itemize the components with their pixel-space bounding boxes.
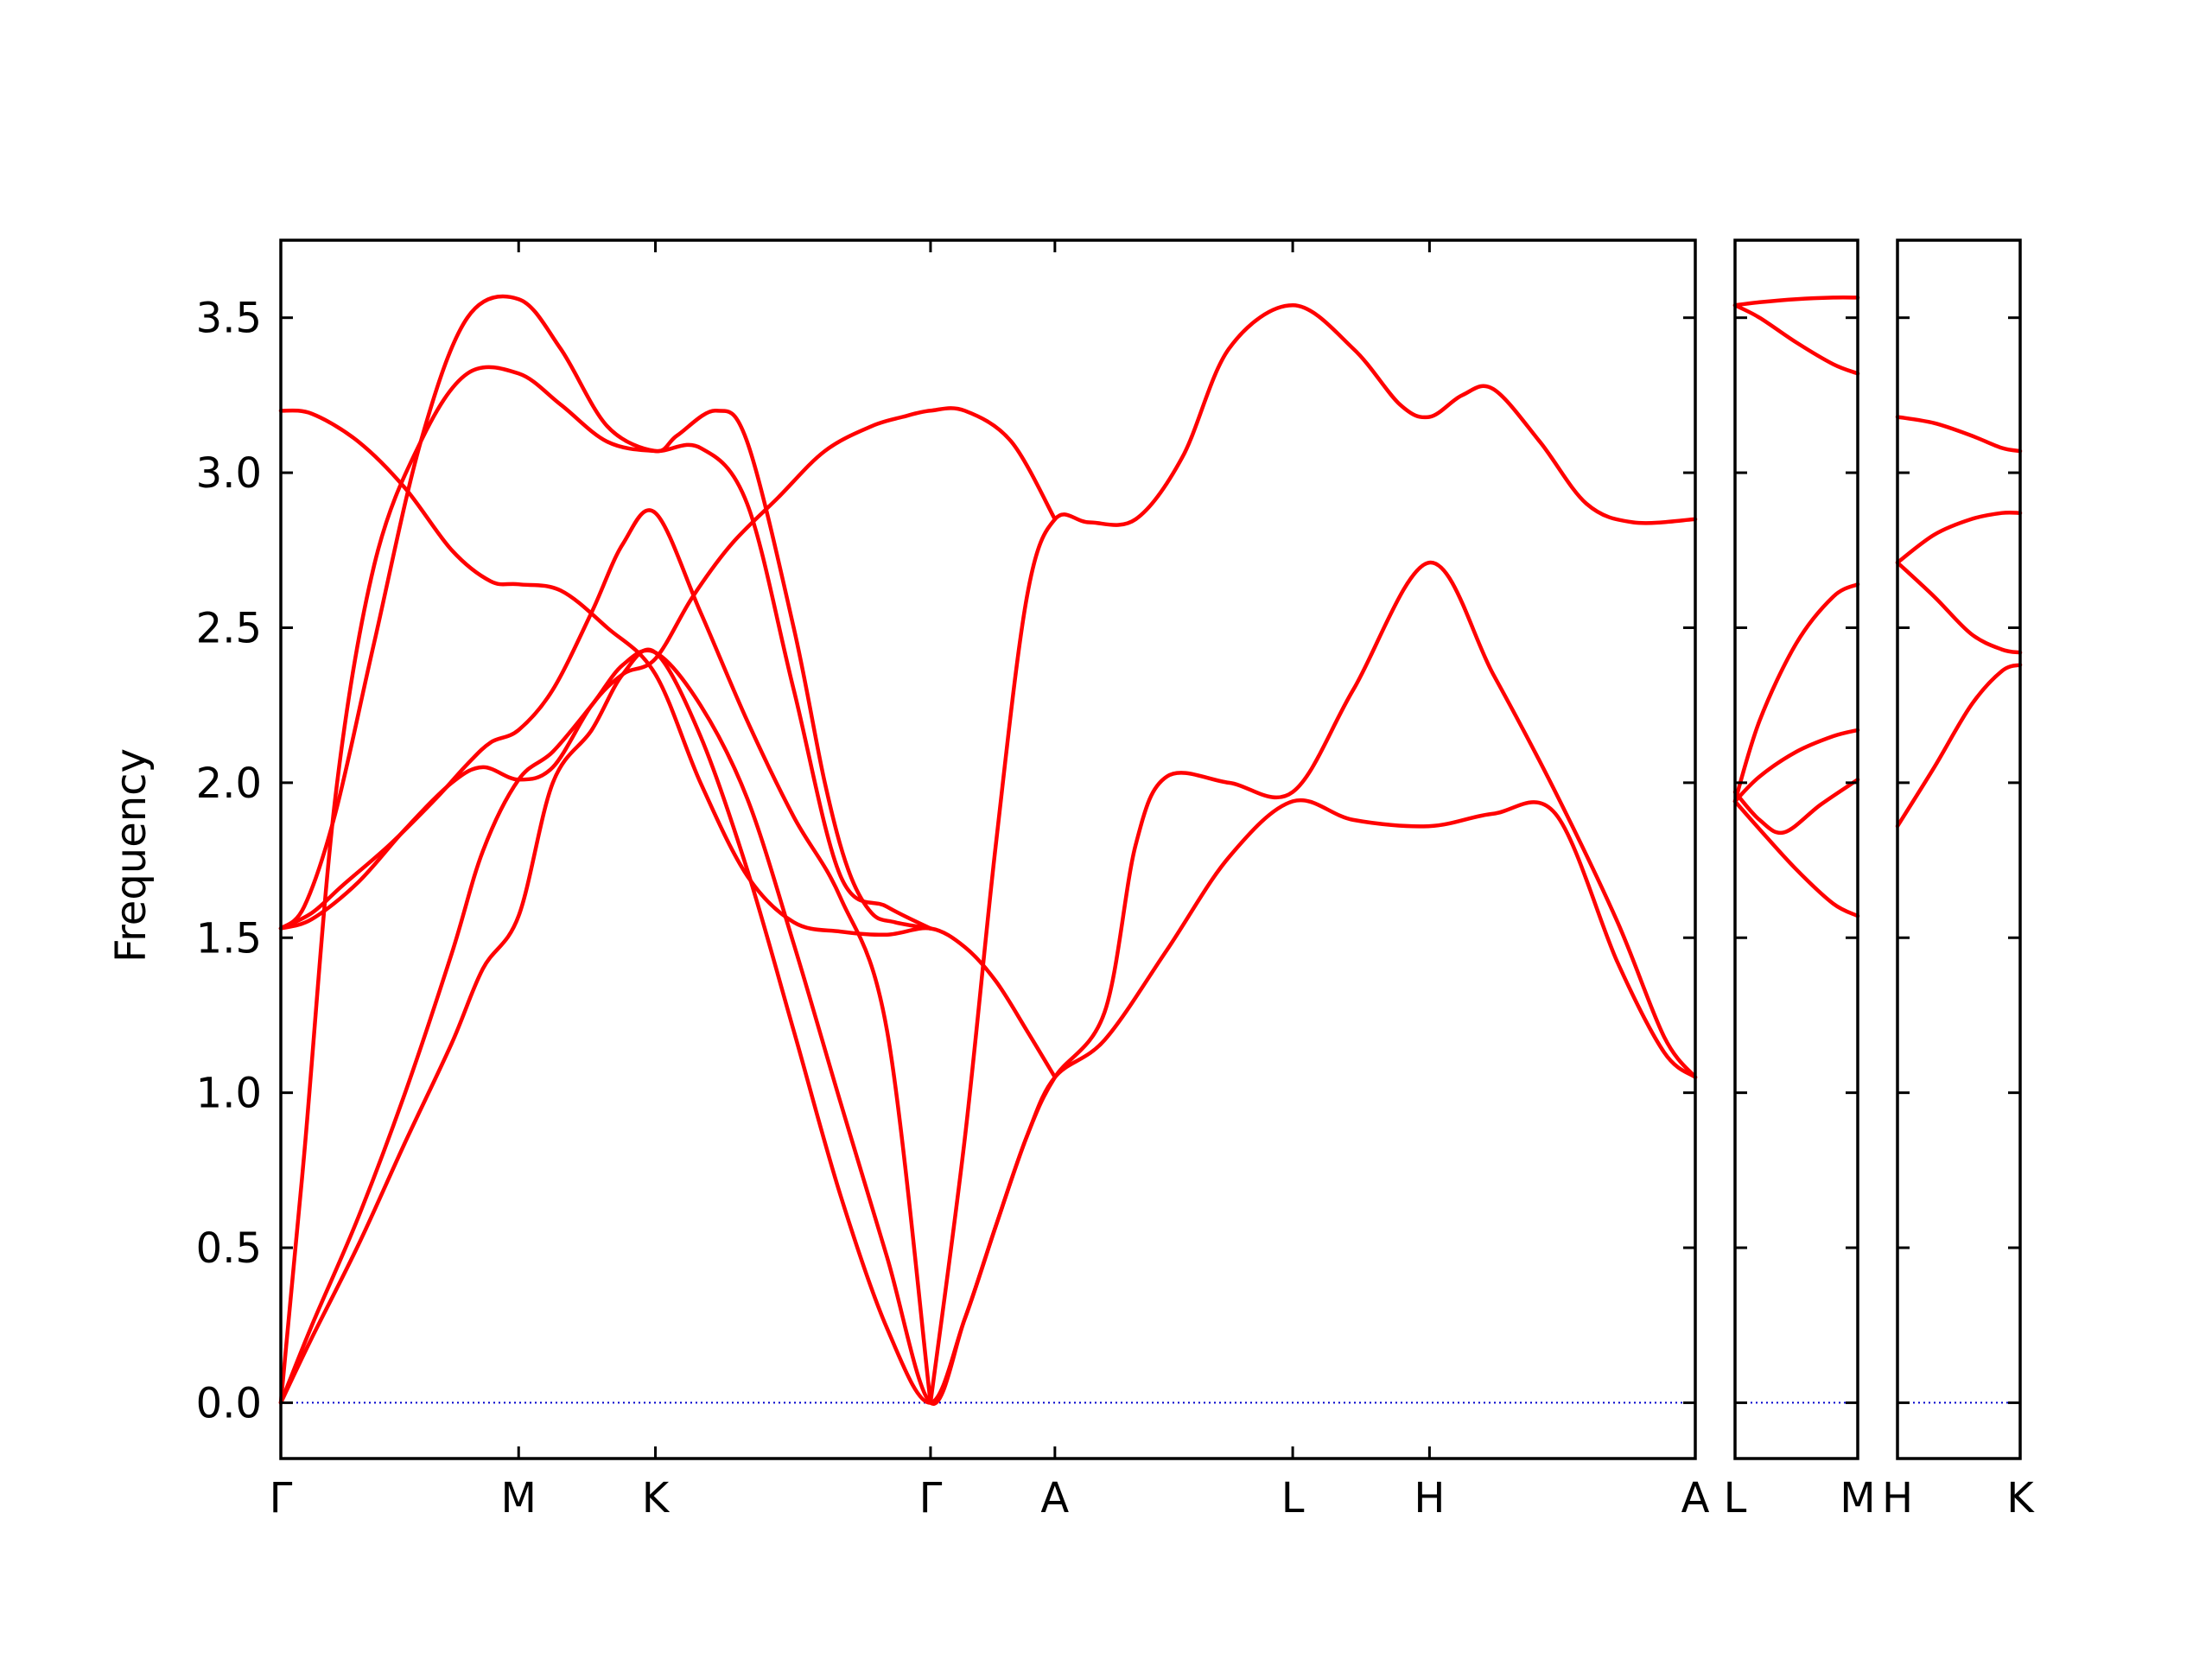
band-series-3 [278,508,933,1405]
y-tick-label: 2.0 [196,760,262,808]
y-axis-label: Frequency [107,748,156,963]
band-series-4 [1895,663,2023,829]
x-tick-label: K [2006,1474,2035,1522]
band-series-3 [1895,560,2023,655]
band-series-1 [278,647,1698,1405]
band-series-7 [278,408,1058,1079]
x-tick-label: M [1840,1474,1875,1522]
band-series-1 [1895,415,2023,454]
band-series-2 [278,560,1698,1406]
x-tick-label: A [1681,1474,1710,1522]
panel-frame [1733,238,1859,1460]
x-tick-label: Γ [270,1474,293,1522]
panel-frame [279,238,1697,1460]
band-series-1 [1732,296,1860,308]
x-tick-label: H [1414,1474,1445,1522]
y-tick-label: 1.5 [196,914,262,963]
band-series-5 [278,365,933,1405]
band-series-5 [1732,778,1860,836]
x-tick-label: K [642,1474,671,1522]
x-tick-label: Γ [919,1474,943,1522]
band-series-8 [928,303,1698,1405]
x-tick-label: M [501,1474,537,1522]
panel-1: 0.0 0.5 1.0 1.5 2.0 2.5 3.0 3.5 Γ M K Γ A L H A [196,238,1710,1522]
y-tick-label: 3.5 [196,295,262,343]
band-series-6 [278,294,933,931]
band-series-6 [1732,799,1860,918]
y-tick-label: 3.0 [196,449,262,498]
panel-frame [1896,238,2022,1460]
band-series-2 [1732,303,1860,376]
x-tick-label: L [1724,1474,1747,1522]
y-tick-label: 0.0 [196,1379,262,1427]
x-tick-label: H [1882,1474,1913,1522]
y-tick-label: 1.0 [196,1070,262,1118]
x-tick-label: A [1040,1474,1069,1522]
y-tick-label: 2.5 [196,604,262,652]
band-series-3 [1732,582,1860,804]
plot-panels: 0.00.51.01.52.02.53.03.5Γ M K Γ A L H A L M H K [196,238,2035,1522]
band-series-4 [278,406,1058,931]
x-tick-label: L [1281,1474,1305,1522]
band-series-4 [1732,728,1860,804]
band-series-2 [1895,510,2023,565]
y-tick-label: 0.5 [196,1224,262,1273]
